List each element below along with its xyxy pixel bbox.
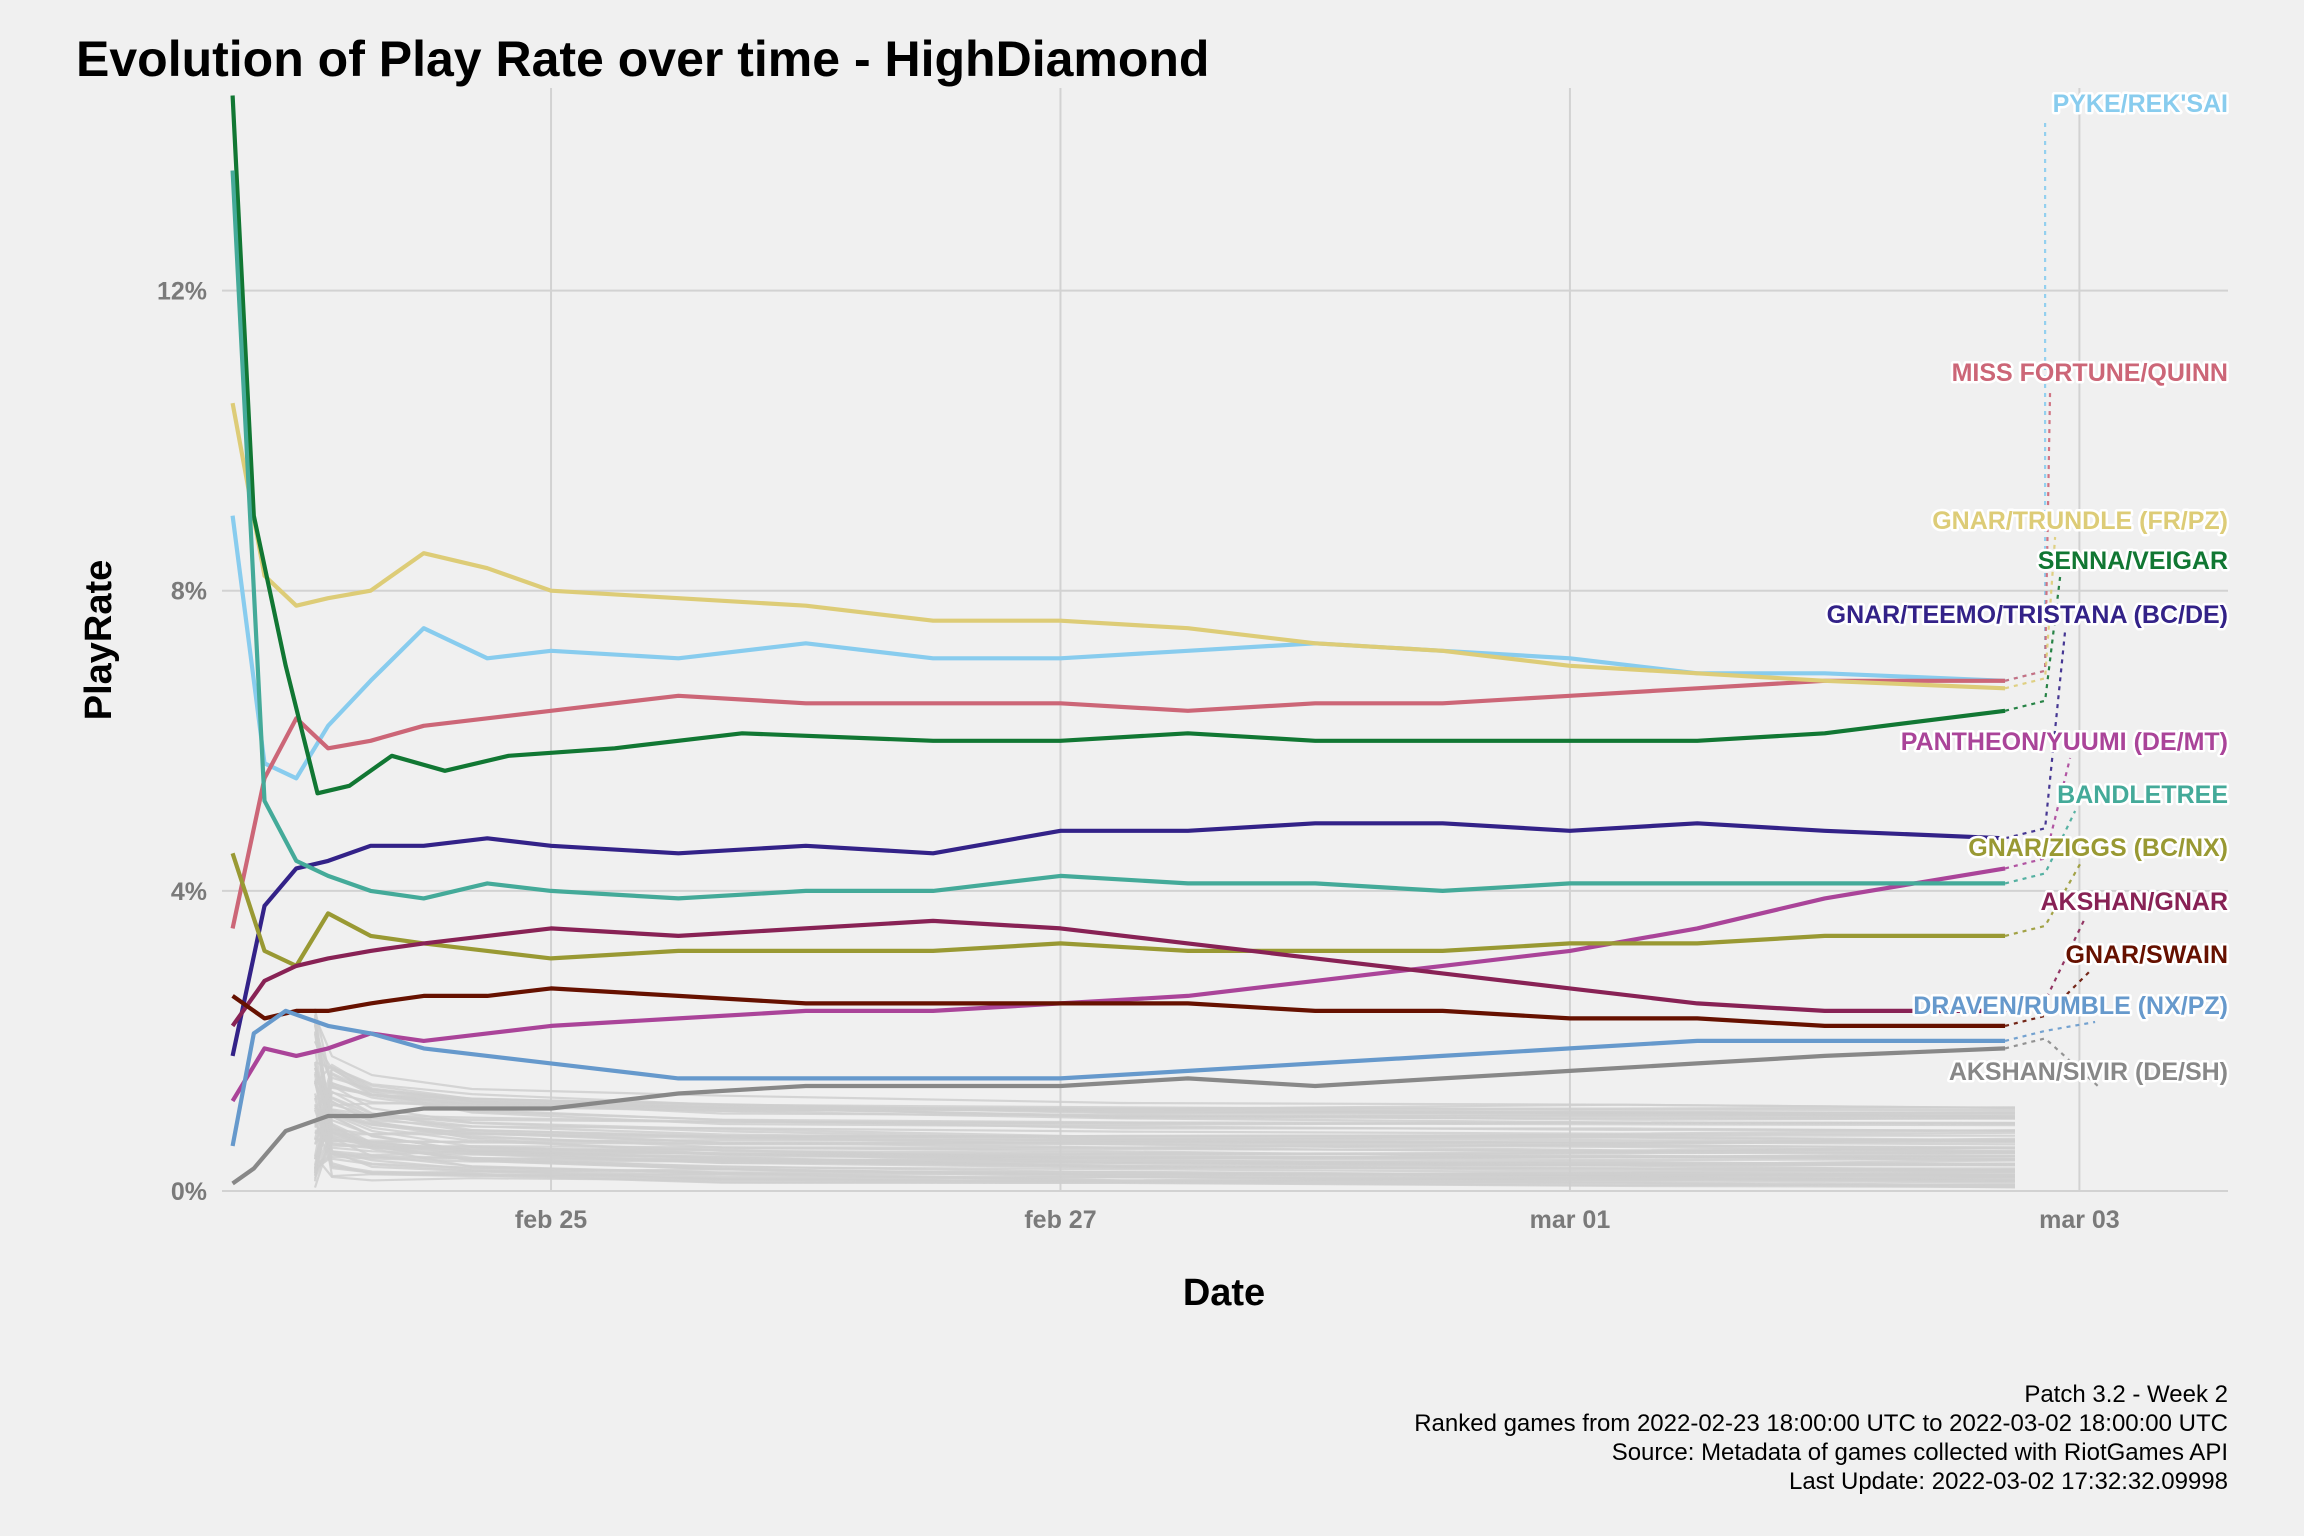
caption-update: Last Update: 2022-03-02 17:32:32.09998	[1788, 1468, 2228, 1495]
series-label: MISS FORTUNE/QUINN	[1952, 359, 2228, 387]
background-series-line	[314, 1122, 2016, 1159]
series-label: PYKE/REK'SAI	[2053, 90, 2228, 118]
x-tick-label: feb 27	[1024, 1206, 1096, 1234]
y-tick-label: 8%	[171, 578, 207, 606]
series-label: GNAR/SWAIN	[2066, 941, 2229, 969]
leader-lines	[2004, 120, 2101, 1089]
background-series-line	[313, 1009, 2016, 1142]
background-series-line	[314, 1108, 2016, 1127]
series-label: PANTHEON/YUUMI (DE/MT)	[1901, 728, 2228, 756]
background-series-line	[313, 1102, 2016, 1174]
series-label: GNAR/ZIGGS (BC/NX)	[1968, 834, 2228, 862]
series-label: AKSHAN/GNAR	[2041, 888, 2229, 916]
series-line	[231, 1046, 2006, 1186]
leader-line	[2004, 576, 2062, 712]
series-line	[230, 852, 2006, 969]
background-series-line	[313, 1066, 2016, 1157]
caption: Patch 3.2 - Week 2 Ranked games from 202…	[1414, 1380, 2228, 1496]
series-label: GNAR/TEEMO/TRISTANA (BC/DE)	[1827, 601, 2228, 629]
series-line	[231, 986, 2006, 1029]
leader-line	[2004, 630, 2067, 840]
series-label: GNAR/TRUNDLE (FR/PZ)	[1932, 507, 2228, 535]
x-tick-label: mar 03	[2039, 1206, 2120, 1234]
background-series-line	[313, 1017, 2016, 1183]
series-labels: PYKE/REK'SAI MISS FORTUNE/QUINN GNAR/TRUND…	[1824, 88, 2230, 1089]
background-series-line	[313, 1015, 2016, 1110]
y-tick-label: 0%	[171, 1178, 207, 1206]
series-line	[230, 866, 2006, 1103]
series-line	[230, 95, 2006, 796]
leader-line	[2004, 757, 2072, 870]
caption-patch: Patch 3.2 - Week 2	[2024, 1381, 2228, 1408]
series-line	[230, 918, 2006, 1028]
series-line	[230, 515, 2006, 781]
chart-title: Evolution of Play Rate over time - HighD…	[76, 31, 1210, 87]
background-series	[313, 1008, 2016, 1189]
series-label: BANDLETREE	[2057, 781, 2228, 809]
grid	[222, 88, 2228, 1192]
x-tick-label: mar 01	[1530, 1206, 1611, 1234]
y-tick-label: 4%	[171, 878, 207, 906]
series-line	[230, 821, 2006, 1057]
series-label: DRAVEN/RUMBLE (NX/PZ)	[1913, 992, 2228, 1020]
caption-source: Source: Metadata of games collected with…	[1611, 1439, 2228, 1466]
series-label: SENNA/VEIGAR	[2038, 547, 2228, 575]
leader-line	[2004, 536, 2057, 690]
y-axis-ticks: 0% 4% 8% 12%	[157, 278, 207, 1206]
leader-line	[2004, 917, 2087, 1012]
x-axis-title: Date	[1183, 1272, 1265, 1314]
y-tick-label: 12%	[157, 278, 207, 306]
series-line	[230, 1008, 2006, 1147]
caption-range: Ranked games from 2022-02-23 18:00:00 UT…	[1414, 1410, 2228, 1437]
background-series-line	[313, 1040, 2016, 1118]
series-lines	[230, 95, 2006, 1186]
series-label: AKSHAN/SIVIR (DE/SH)	[1949, 1058, 2228, 1086]
background-series-line	[314, 1152, 2016, 1167]
background-series-line	[313, 1097, 2016, 1187]
leader-line	[2004, 1020, 2096, 1042]
series-line	[230, 170, 2006, 901]
leader-line	[2004, 120, 2047, 682]
x-tick-label: feb 25	[515, 1206, 587, 1234]
x-axis-ticks: feb 25 feb 27 mar 01 mar 03	[515, 1206, 2120, 1234]
leader-line	[2004, 1037, 2101, 1089]
leader-line	[2004, 970, 2091, 1027]
background-series-line	[313, 1082, 2016, 1156]
series-line	[230, 402, 2006, 691]
background-series-line	[314, 1155, 2016, 1170]
y-axis-title: PlayRate	[78, 560, 120, 721]
series-line	[230, 678, 2006, 929]
